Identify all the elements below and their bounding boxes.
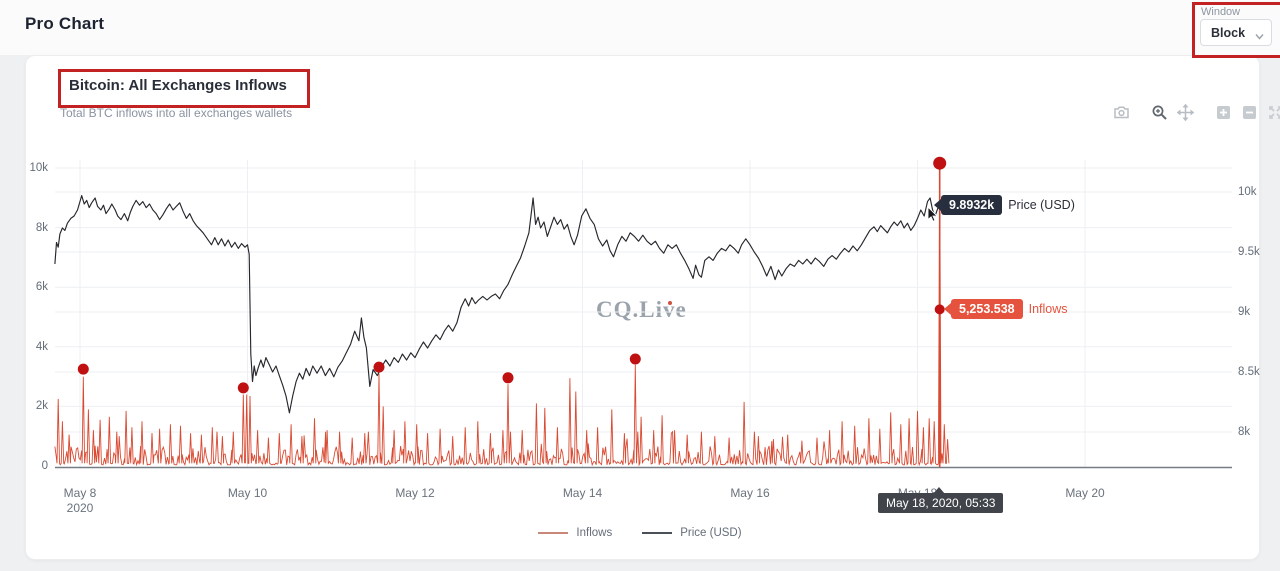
hover-point-dot: [934, 304, 945, 315]
right-axis-tick: 8.5k: [1238, 366, 1260, 378]
left-axis-tick: 8k: [35, 221, 48, 234]
pan-icon[interactable]: [1176, 103, 1194, 121]
inflows-line-swatch: [538, 532, 569, 534]
window-dropdown[interactable]: Block: [1200, 19, 1272, 46]
date-tooltip-arrow: [933, 487, 945, 494]
legend-label: Inflows: [576, 527, 613, 539]
left-axis-tick: 10k: [29, 162, 48, 174]
x-axis-tick: May 20: [1065, 486, 1105, 500]
inflows-series-line: [54, 167, 950, 467]
price-series-label: Price (USD): [1008, 198, 1075, 212]
x-axis-tick: May 14: [562, 486, 603, 500]
anomaly-marker-dot[interactable]: [629, 353, 641, 365]
left-axis-tick: 0: [41, 460, 48, 472]
date-hover-tooltip: May 18, 2020, 05:33: [878, 493, 1004, 513]
watermark-i-dot: [668, 301, 672, 305]
x-axis-tick: May 12: [395, 486, 435, 500]
x-axis-tick: May 10: [227, 486, 268, 500]
window-dropdown-label: Window: [1201, 6, 1241, 18]
chart-subtitle: Total BTC inflows into all exchanges wal…: [60, 106, 293, 120]
inflows-hover-tooltip: 5,253.538 Inflows: [944, 299, 1068, 319]
legend-item-inflows[interactable]: Inflows: [538, 527, 612, 539]
legend-item-price[interactable]: Price (USD): [642, 527, 742, 539]
left-axis-tick: 6k: [35, 281, 48, 294]
window-dropdown-value: Block: [1211, 25, 1246, 40]
anomaly-marker-dot[interactable]: [933, 156, 947, 170]
chart-title: Bitcoin: All Exchanges Inflows: [69, 77, 287, 94]
zoom-in-icon[interactable]: [1214, 103, 1232, 121]
right-axis-tick: 9k: [1238, 306, 1251, 318]
right-axis-tick: 9.5k: [1238, 246, 1260, 258]
tooltip-notch: [934, 199, 941, 211]
price-line-swatch: [642, 532, 673, 534]
inflows-series-label: Inflows: [1028, 302, 1068, 316]
left-axis-tick: 4k: [35, 340, 48, 353]
zoom-icon[interactable]: [1150, 103, 1168, 121]
inflows-hover-value: 5,253.538: [951, 299, 1023, 319]
anomaly-marker-dot[interactable]: [373, 361, 385, 373]
right-axis-tick: 8k: [1238, 426, 1251, 438]
anomaly-marker-dot[interactable]: [237, 382, 249, 394]
page-title: Pro Chart: [25, 14, 105, 33]
price-hover-tooltip: 9.8932k Price (USD): [934, 195, 1075, 215]
anomaly-marker-dot[interactable]: [502, 372, 514, 384]
legend-label: Price (USD): [680, 527, 742, 539]
chart-toolbar: [1112, 103, 1280, 121]
camera-snapshot-icon[interactable]: [1112, 103, 1130, 121]
x-axis-tick-year: 2020: [66, 501, 94, 515]
price-series-line: [54, 195, 941, 414]
page-header: [0, 0, 1280, 55]
anomaly-marker-dot[interactable]: [77, 363, 89, 375]
mouse-cursor: [927, 205, 939, 228]
chart-legend: Inflows Price (USD): [0, 527, 1280, 539]
price-hover-value: 9.8932k: [941, 195, 1003, 215]
x-axis-tick: May 16: [730, 486, 770, 500]
zoom-out-icon[interactable]: [1240, 103, 1258, 121]
autoscale-icon[interactable]: [1266, 103, 1280, 121]
chevron-down-icon: [1255, 28, 1264, 40]
right-axis-tick: 10k: [1238, 186, 1257, 198]
x-axis-tick: May 8 2020: [35, 486, 125, 515]
tooltip-notch: [944, 303, 951, 315]
chart-card: [25, 55, 1260, 560]
left-axis-tick: 2k: [35, 400, 48, 413]
